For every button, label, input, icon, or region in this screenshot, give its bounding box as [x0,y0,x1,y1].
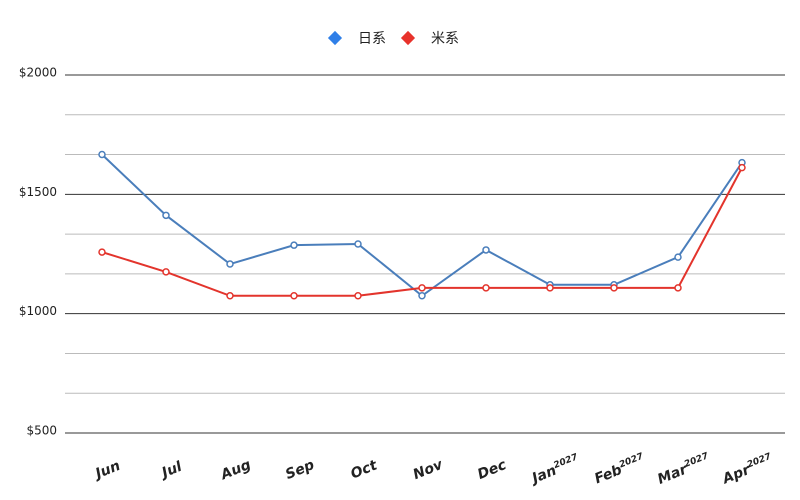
data-point [610,284,618,292]
data-point [482,284,490,292]
x-tick-year: 2027 [746,451,774,470]
data-point [226,292,234,300]
data-point [418,284,426,292]
data-point [546,284,554,292]
data-point [290,241,298,249]
data-point [674,284,682,292]
data-point [418,292,426,300]
data-point [290,292,298,300]
data-point [162,268,170,276]
x-tick-month: Jul [157,459,184,483]
x-tick-year: 2027 [683,451,711,470]
data-point [674,253,682,261]
legend-label: 日系 [358,31,386,47]
x-tick-label: Jun [91,458,123,483]
x-tick-year: 2027 [618,451,646,470]
x-tick-month: Dec [475,457,509,483]
x-tick-label: Mar2027 [655,451,714,488]
series-line [101,153,743,298]
legend-marker [327,30,343,46]
x-tick-label: Aug [218,457,254,484]
x-tick-month: Sep [283,457,316,483]
series-line [101,167,743,297]
y-tick-label: $1000 [19,304,57,318]
data-point [162,211,170,220]
data-point [482,246,490,254]
x-tick-label: Apr2027 [719,451,776,488]
legend-label: 米系 [431,31,459,47]
x-tick-month: Nov [411,457,446,484]
data-point [738,163,746,172]
x-tick-month: Aug [218,457,254,484]
x-tick-month: Oct [349,457,381,482]
data-point [354,240,362,248]
x-tick-label: Feb2027 [592,451,648,487]
y-tick-label: $1500 [19,185,57,199]
legend-marker [400,30,416,46]
y-tick-label: $2000 [19,66,57,80]
x-tick-label: Nov [411,457,446,484]
data-point [98,248,106,256]
data-point [98,150,106,159]
data-point [354,292,362,300]
x-tick-label: Dec [475,457,509,483]
y-tick-label: $500 [26,424,57,438]
x-tick-label: Jan2027 [527,452,583,488]
x-tick-label: Jul [157,459,184,483]
x-tick-label: Sep [283,457,316,483]
x-tick-year: 2027 [552,452,580,471]
data-point [226,260,234,268]
x-tick-month: Jun [91,458,123,483]
x-tick-label: Oct [349,457,381,482]
